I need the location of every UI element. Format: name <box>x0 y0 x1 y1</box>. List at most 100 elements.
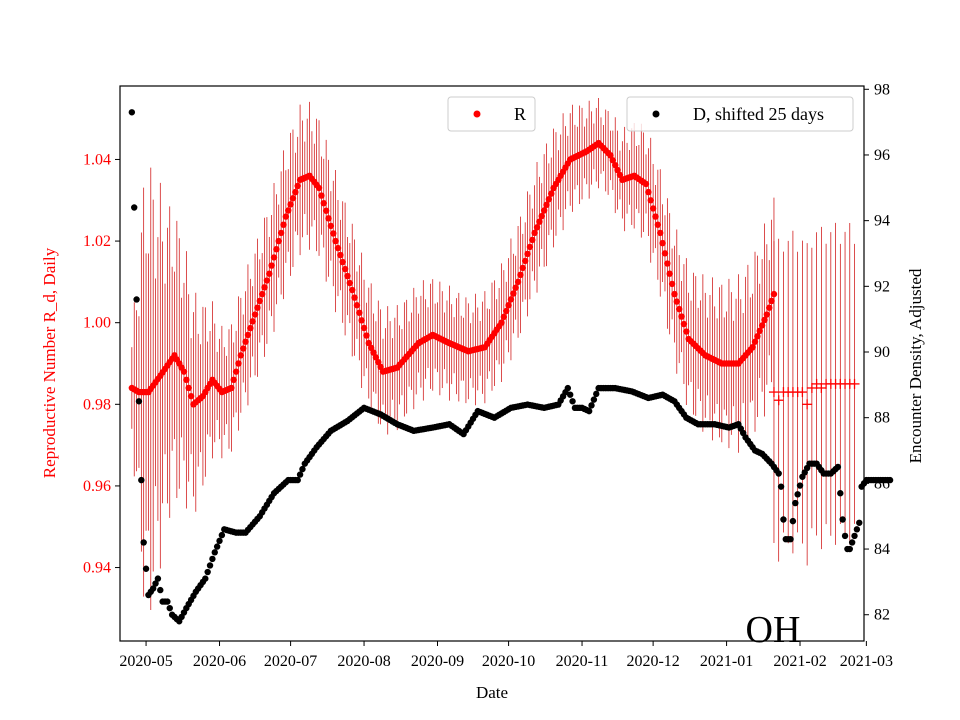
r-point <box>642 180 650 188</box>
r-point <box>664 260 671 267</box>
r-point <box>654 221 662 228</box>
r-point <box>318 192 325 199</box>
r-point <box>322 207 330 214</box>
d-point <box>164 598 171 605</box>
r-point <box>349 286 356 294</box>
r-point <box>659 239 666 247</box>
r-point <box>230 376 237 384</box>
x-axis-ticks: 2020-05 2020-06 2020-07 2020-08 2020-09 2020-… <box>119 641 893 670</box>
d-point <box>848 539 856 546</box>
d-point <box>204 568 211 576</box>
r-point <box>768 297 775 305</box>
r-point <box>538 212 545 220</box>
r-point <box>360 324 368 332</box>
d-point <box>794 491 801 498</box>
r-point <box>666 270 673 277</box>
r-point <box>367 344 375 352</box>
d-point <box>796 482 804 489</box>
r-point <box>671 290 678 298</box>
r-point <box>758 322 766 329</box>
d-point <box>566 391 574 398</box>
r-point <box>675 305 683 313</box>
d-point <box>564 384 572 392</box>
r-point <box>763 311 771 318</box>
r-point <box>649 205 657 212</box>
d-point <box>157 586 164 594</box>
r-point <box>512 284 519 291</box>
d-point <box>202 575 209 582</box>
r-point <box>652 213 659 220</box>
d-point <box>851 532 858 540</box>
x-tick-label: 2020-06 <box>193 653 246 670</box>
d-point <box>588 402 595 409</box>
d-point <box>841 532 849 540</box>
legend-d-marker <box>652 110 660 118</box>
r-point <box>315 184 323 192</box>
r-point <box>507 296 515 303</box>
r-point <box>242 338 249 345</box>
r-point <box>531 229 538 237</box>
r-point <box>498 319 505 326</box>
right-tick-label: 86 <box>874 475 890 492</box>
legend-r-label: R <box>514 104 526 124</box>
d-point <box>780 516 787 523</box>
r-point <box>339 258 346 266</box>
left-tick-label: 1.02 <box>83 233 111 250</box>
r-point <box>607 152 614 159</box>
r-point <box>668 280 676 288</box>
r-point <box>294 182 301 190</box>
d-point <box>211 549 218 556</box>
d-point <box>886 476 894 484</box>
d-point <box>131 204 138 211</box>
d-point <box>213 543 221 550</box>
r-point <box>370 349 377 356</box>
d-point <box>128 109 136 116</box>
r-point <box>683 328 690 335</box>
r-point <box>657 229 664 237</box>
r-point <box>341 265 349 273</box>
d-point <box>789 517 797 525</box>
r-point <box>334 244 342 252</box>
left-tick-label: 1.04 <box>83 151 111 168</box>
r-point <box>673 298 681 305</box>
state-label: OH <box>746 609 801 651</box>
legend-d-box <box>626 96 854 132</box>
left-tick-label: 0.96 <box>83 478 111 495</box>
plot-frame <box>119 85 865 642</box>
d-point <box>294 476 301 484</box>
legend-d-label: D, shifted 25 days <box>693 104 824 124</box>
r-point <box>254 304 261 311</box>
d-point <box>152 580 159 587</box>
r-point <box>510 290 517 297</box>
d-point <box>135 398 143 405</box>
r-point <box>285 207 292 214</box>
r-point <box>244 331 252 339</box>
r-point <box>228 384 235 392</box>
legend-r-marker <box>473 110 481 118</box>
r-point <box>266 270 273 277</box>
right-tick-label: 88 <box>874 410 890 427</box>
d-point <box>206 562 214 569</box>
r-point <box>517 271 524 279</box>
d-point <box>216 537 223 545</box>
r-point <box>258 290 266 298</box>
r-point <box>277 229 285 237</box>
r-point <box>616 171 624 179</box>
r-point <box>756 327 763 335</box>
r-point <box>287 201 294 208</box>
r-point <box>500 313 508 321</box>
d-point <box>209 555 216 563</box>
r-point <box>377 363 384 371</box>
x-tick-label: 2020-10 <box>482 653 535 670</box>
x-tick-label: 2020-08 <box>337 653 390 670</box>
r-point <box>247 324 254 332</box>
x-tick-label: 2021-01 <box>700 653 753 670</box>
r-point <box>519 264 527 272</box>
d-point <box>792 499 799 507</box>
r-point <box>761 316 768 324</box>
r-point <box>358 317 365 324</box>
r-point <box>766 304 773 311</box>
r-tail-series <box>768 378 860 410</box>
r-point <box>533 224 541 231</box>
r-point <box>543 201 550 209</box>
